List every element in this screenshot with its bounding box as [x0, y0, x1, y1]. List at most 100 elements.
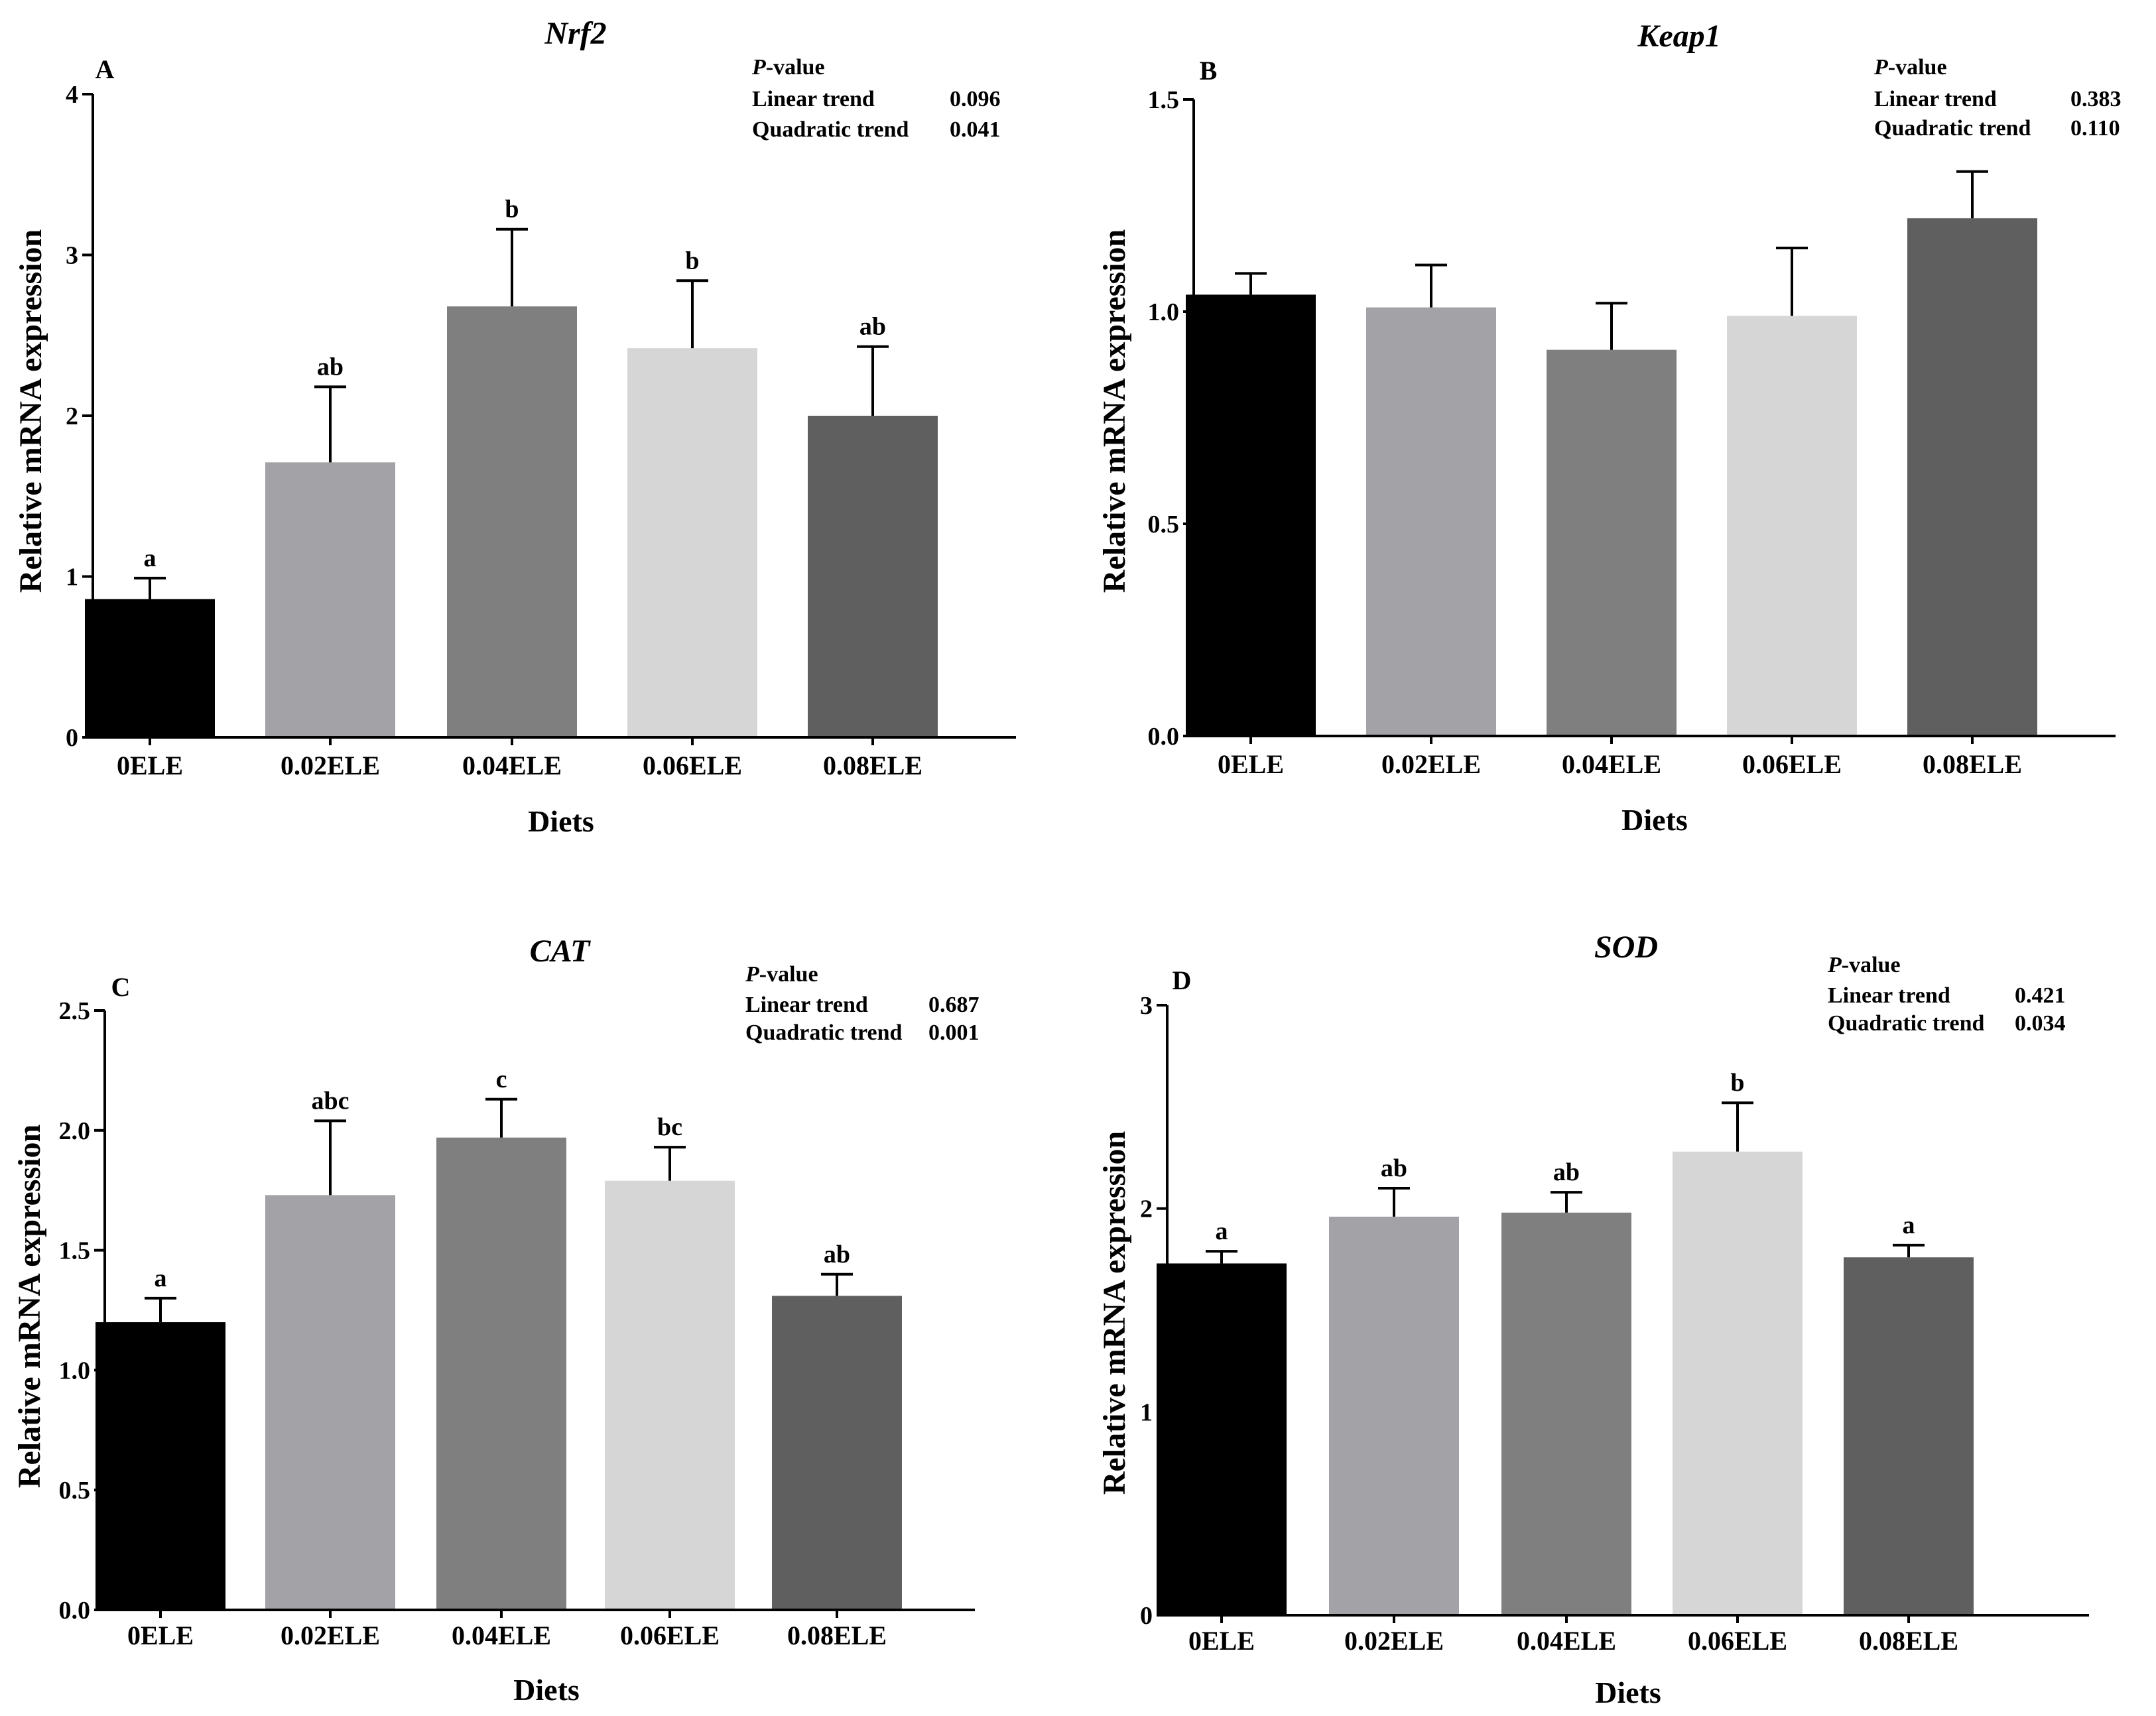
x-tick-label: 0.06ELE — [1688, 1626, 1787, 1656]
x-axis-title: Diets — [528, 804, 594, 838]
x-tick-label: 0.08ELE — [1923, 749, 2022, 779]
pvalue-value: 0.034 — [2015, 1011, 2066, 1036]
pvalue-value: 0.001 — [928, 1020, 980, 1045]
significance-letter: ab — [859, 313, 886, 341]
significance-letter: a — [1903, 1211, 1915, 1239]
x-tick-label: 0.08ELE — [1859, 1626, 1958, 1656]
bar-0.02ELE — [265, 1195, 395, 1610]
bar-0.02ELE — [1329, 1216, 1459, 1615]
y-tick-label: 1.0 — [59, 1357, 91, 1384]
chart-title: SOD — [1594, 930, 1658, 965]
bar-0.06ELE — [1673, 1151, 1803, 1615]
pvalue-header: P-value — [1873, 55, 1947, 80]
pvalue-label: Quadratic trend — [1828, 1011, 1985, 1036]
bar-0.04ELE — [447, 306, 577, 738]
panel-label: D — [1173, 965, 1192, 995]
pvalue-label: Linear trend — [752, 87, 875, 111]
y-tick-label: 1 — [1140, 1398, 1153, 1426]
y-tick-label: 0.5 — [1148, 511, 1180, 538]
significance-letter: a — [155, 1264, 167, 1292]
y-tick-label: 1.5 — [1148, 86, 1180, 114]
pvalue-table: P-value Linear trend 0.383 Quadratic trend 0… — [1873, 55, 2122, 141]
x-tick-label: 0.06ELE — [643, 751, 742, 780]
bar-0.04ELE — [1547, 349, 1677, 736]
pvalue-table: P-value Linear trend 0.421 Quadratic trend 0… — [1827, 953, 2066, 1036]
x-tick-label: 0.08ELE — [823, 751, 922, 780]
bar-0.08ELE — [1844, 1257, 1974, 1615]
bar-0.02ELE — [1366, 307, 1496, 737]
bar-0.08ELE — [772, 1296, 902, 1610]
y-tick-label: 3 — [66, 242, 78, 270]
x-tick-label: 0.04ELE — [452, 1621, 551, 1650]
pvalue-label: Linear trend — [1828, 983, 1950, 1008]
pvalue-label: Linear trend — [1874, 87, 1997, 111]
pvalue-value: 0.110 — [2070, 116, 2120, 141]
bar-0.06ELE — [1727, 316, 1857, 736]
chart-title: Keap1 — [1637, 19, 1720, 54]
y-tick-label: 0.0 — [59, 1597, 91, 1624]
x-tick-label: 0.04ELE — [462, 751, 562, 780]
significance-letter: b — [505, 196, 519, 223]
significance-letter: a — [144, 544, 157, 572]
x-axis-title: Diets — [1595, 1676, 1661, 1709]
x-tick-label: 0.06ELE — [1742, 749, 1842, 779]
pvalue-label: Quadratic trend — [1874, 116, 2031, 141]
pvalue-header: P-value — [1827, 953, 1901, 977]
y-tick-label: 0.5 — [59, 1477, 91, 1504]
pvalue-value: 0.383 — [2070, 87, 2122, 111]
significance-letter: ab — [824, 1241, 850, 1268]
pvalue-value: 0.687 — [928, 993, 980, 1017]
pvalue-value: 0.041 — [950, 117, 1001, 142]
bar-0ELE — [1186, 294, 1316, 736]
y-tick-label: 1 — [66, 564, 78, 591]
x-tick-label: 0ELE — [1188, 1626, 1255, 1656]
chart-panel-b: B Keap1 0ELE 0.02ELE 0.04ELE 0.06ELE 0.08ELE 0.… — [1097, 19, 2122, 837]
significance-letter: ab — [1381, 1154, 1407, 1182]
bar-0ELE — [1157, 1263, 1287, 1615]
pvalue-label: Quadratic trend — [752, 117, 909, 142]
x-tick-label: 0.04ELE — [1517, 1626, 1616, 1656]
bar-0.08ELE — [808, 416, 938, 737]
x-tick-label: 0.02ELE — [1344, 1626, 1444, 1656]
y-tick-label: 0 — [1140, 1602, 1153, 1630]
bar-0.08ELE — [1907, 218, 2037, 736]
x-tick-label: 0ELE — [1218, 749, 1284, 779]
bar-0ELE — [95, 1322, 225, 1610]
chart-panel-a: A Nrf2 a 0ELE ab 0.02ELE b 0.04ELE b 0.06ELE ab 0.0… — [13, 16, 1016, 838]
pvalue-header: P-value — [751, 55, 825, 80]
bar-0.06ELE — [605, 1180, 735, 1610]
y-tick-label: 2.0 — [59, 1117, 91, 1145]
x-tick-label: 0.02ELE — [1381, 749, 1481, 779]
pvalue-header: P-value — [745, 962, 818, 987]
panel-label: C — [111, 972, 131, 1002]
x-axis-title: Diets — [1621, 803, 1688, 837]
significance-letter: abc — [312, 1087, 349, 1115]
pvalue-value: 0.096 — [950, 87, 1001, 111]
y-tick-label: 2 — [66, 402, 78, 430]
y-tick-label: 2.5 — [59, 997, 91, 1025]
pvalue-table: P-value Linear trend 0.687 Quadratic trend 0… — [745, 962, 980, 1045]
y-tick-label: 0 — [66, 724, 78, 752]
significance-letter: c — [496, 1066, 507, 1093]
x-tick-label: 0.08ELE — [787, 1621, 887, 1650]
x-tick-label: 0ELE — [127, 1621, 194, 1650]
y-axis-title: Relative mRNA expression — [13, 229, 48, 593]
x-tick-label: 0.02ELE — [281, 1621, 380, 1650]
significance-letter: ab — [1553, 1158, 1580, 1186]
y-axis-title: Relative mRNA expression — [1097, 1131, 1132, 1495]
pvalue-value: 0.421 — [2015, 983, 2066, 1008]
panel-label: B — [1200, 56, 1218, 86]
x-tick-label: 0ELE — [117, 751, 183, 780]
panel-label: A — [95, 54, 115, 84]
y-tick-label: 1.5 — [59, 1237, 91, 1265]
x-tick-label: 0.02ELE — [281, 751, 380, 780]
y-axis-title: Relative mRNA expression — [1097, 229, 1132, 593]
chart-panel-c: C CAT a 0ELE abc 0.02ELE c 0.04ELE bc 0.06ELE ab 0.… — [12, 934, 980, 1707]
x-tick-label: 0.06ELE — [620, 1621, 720, 1650]
x-axis-title: Diets — [513, 1673, 580, 1707]
pvalue-table: P-value Linear trend 0.096 Quadratic trend 0… — [751, 55, 1001, 142]
bar-0ELE — [85, 599, 215, 737]
chart-title: CAT — [530, 934, 591, 969]
y-tick-label: 0.0 — [1148, 723, 1180, 751]
